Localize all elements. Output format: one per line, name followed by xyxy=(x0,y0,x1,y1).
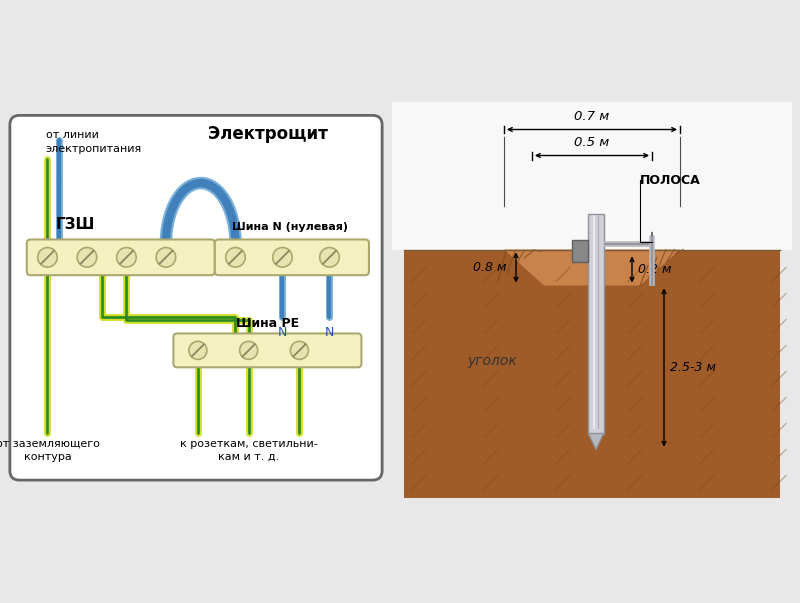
FancyBboxPatch shape xyxy=(214,239,369,275)
Text: N: N xyxy=(278,326,287,339)
Text: уголок: уголок xyxy=(467,355,517,368)
Polygon shape xyxy=(504,250,680,285)
Bar xyxy=(588,213,604,434)
Text: от заземляющего
контура: от заземляющего контура xyxy=(0,439,99,462)
Circle shape xyxy=(273,248,292,267)
Text: от линии
электропитания: от линии электропитания xyxy=(46,130,142,154)
Text: N: N xyxy=(325,326,334,339)
Circle shape xyxy=(240,341,258,359)
FancyBboxPatch shape xyxy=(174,333,362,367)
Circle shape xyxy=(38,248,58,267)
Text: 0.8 м: 0.8 м xyxy=(473,261,506,274)
Circle shape xyxy=(226,248,246,267)
Text: 0.2 м: 0.2 м xyxy=(638,263,671,276)
FancyBboxPatch shape xyxy=(27,239,214,275)
Text: Электрощит: Электрощит xyxy=(208,125,328,143)
Text: Шина PE: Шина PE xyxy=(236,317,299,330)
Text: ПОЛОСА: ПОЛОСА xyxy=(640,174,701,186)
Text: 0.5 м: 0.5 м xyxy=(574,136,610,150)
Text: ГЗШ: ГЗШ xyxy=(56,217,95,232)
Bar xyxy=(571,239,588,262)
Bar xyxy=(392,101,792,250)
FancyBboxPatch shape xyxy=(10,115,382,480)
Text: 0.7 м: 0.7 м xyxy=(574,110,610,124)
Circle shape xyxy=(117,248,136,267)
Text: к розеткам, светильни-
кам и т. д.: к розеткам, светильни- кам и т. д. xyxy=(180,439,318,462)
Text: 2.5-3 м: 2.5-3 м xyxy=(670,361,716,374)
Circle shape xyxy=(156,248,176,267)
Bar xyxy=(404,250,780,497)
Text: Шина N (нулевая): Шина N (нулевая) xyxy=(232,222,348,232)
Circle shape xyxy=(320,248,339,267)
Circle shape xyxy=(290,341,309,359)
Circle shape xyxy=(189,341,207,359)
Polygon shape xyxy=(588,434,604,449)
Circle shape xyxy=(77,248,97,267)
